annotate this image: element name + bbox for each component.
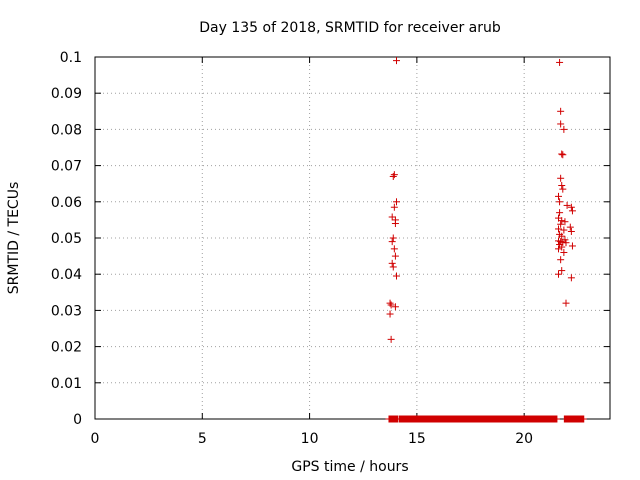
y-tick-label: 0 [73, 412, 82, 428]
data-point [555, 245, 562, 253]
data-point [392, 272, 400, 280]
data-point [559, 151, 567, 159]
data-point [556, 58, 564, 66]
y-tick-label: 0.07 [51, 159, 82, 175]
data-point [388, 259, 396, 267]
data-point [563, 201, 571, 209]
data-point [391, 303, 399, 311]
x-tick-labels: 0 5 10 15 20 [91, 431, 534, 447]
data-point [390, 171, 398, 179]
axis-ticks [94, 56, 610, 420]
data-point [390, 245, 398, 253]
x-tick-label: 0 [91, 431, 100, 447]
y-tick-label: 0.05 [51, 231, 82, 247]
data-point [387, 335, 395, 343]
zero-value-point-band [563, 415, 585, 423]
data-point [558, 243, 566, 251]
data-point [557, 256, 565, 264]
data-point [555, 225, 562, 233]
data-point [560, 125, 568, 133]
data-point [561, 218, 569, 226]
y-tick-label: 0.1 [60, 50, 82, 66]
data-point [391, 252, 399, 260]
data-point [557, 107, 565, 115]
data-point [559, 185, 567, 193]
data-point [390, 203, 398, 211]
data-point [557, 220, 565, 228]
y-tick-label: 0.03 [51, 303, 82, 319]
data-point [558, 182, 566, 190]
data-point [386, 299, 394, 307]
y-tick-label: 0.02 [51, 340, 82, 356]
data-point [558, 150, 566, 158]
data-point [557, 120, 565, 128]
data-point [555, 192, 562, 200]
data-point [567, 274, 575, 282]
x-axis-label: GPS time / hours [291, 459, 408, 475]
data-point [562, 239, 570, 247]
data-point [391, 220, 399, 228]
data-point [568, 207, 576, 215]
data-point [556, 209, 564, 217]
data-point [567, 203, 575, 211]
data-point [389, 234, 397, 242]
data-point [562, 299, 570, 307]
data-point [392, 198, 400, 206]
data-point [388, 213, 396, 221]
data-point [560, 248, 568, 256]
y-axis-label: SRMTID / TECUs [6, 182, 22, 295]
chart-title: Day 135 of 2018, SRMTID for receiver aru… [199, 20, 501, 36]
grid-lines [95, 57, 610, 419]
zero-value-point-band [388, 415, 398, 423]
y-tick-label: 0.04 [51, 267, 82, 283]
data-point [386, 310, 394, 318]
x-tick-label: 15 [408, 431, 426, 447]
data-point [556, 198, 564, 206]
data-point [558, 267, 566, 275]
data-point [389, 263, 397, 271]
data-point [387, 301, 395, 309]
data-point [558, 232, 566, 240]
x-tick-label: 10 [301, 431, 319, 447]
data-point [389, 172, 397, 180]
y-tick-labels: 0 0.01 0.02 0.03 0.04 0.05 0.06 0.07 0.08 0.09 0.1 [51, 50, 82, 428]
y-tick-label: 0.08 [51, 122, 82, 138]
data-point [567, 227, 575, 235]
data-point [568, 242, 576, 250]
data-point [392, 57, 400, 65]
data-points [385, 57, 587, 423]
data-point [388, 238, 396, 246]
data-point [560, 226, 568, 234]
y-tick-label: 0.01 [51, 376, 82, 392]
y-tick-label: 0.09 [51, 86, 82, 102]
data-point [566, 223, 574, 231]
x-tick-label: 5 [198, 431, 207, 447]
data-point [558, 217, 566, 225]
data-point [557, 174, 565, 182]
y-tick-label: 0.06 [51, 195, 82, 211]
x-tick-label: 20 [515, 431, 533, 447]
data-point [555, 270, 562, 278]
plot-frame [94, 56, 611, 420]
zero-value-point-band [398, 415, 558, 423]
